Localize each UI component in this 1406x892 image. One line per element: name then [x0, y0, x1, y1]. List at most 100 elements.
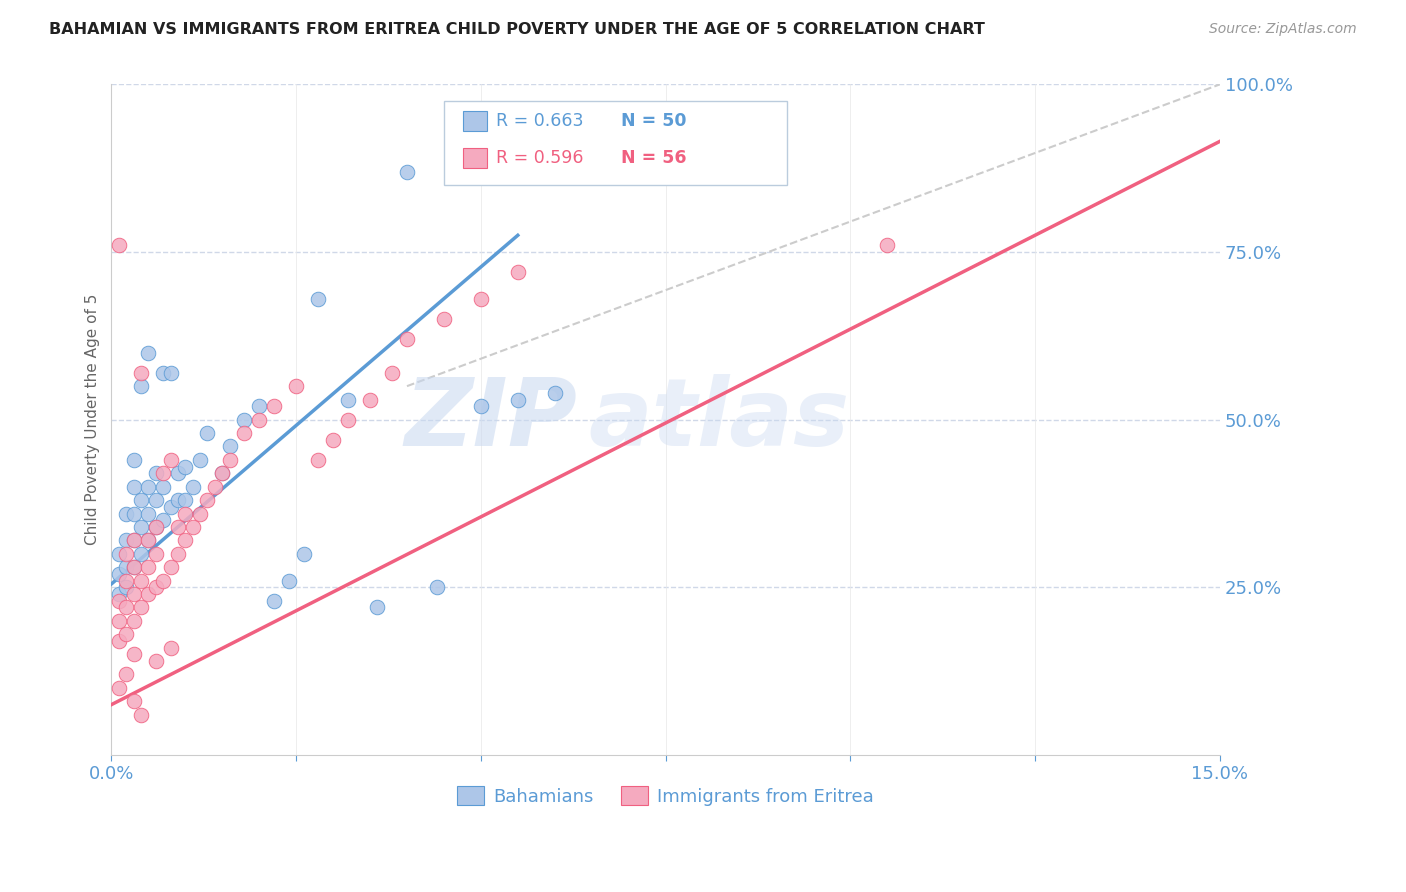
Point: [366, 600, 388, 615]
Point: [107, 614, 129, 628]
Point: [233, 426, 256, 441]
Point: [159, 560, 181, 574]
Point: [395, 332, 418, 346]
Point: [167, 520, 190, 534]
Point: [115, 547, 138, 561]
Point: [247, 399, 270, 413]
Point: [167, 547, 190, 561]
Text: Source: ZipAtlas.com: Source: ZipAtlas.com: [1209, 22, 1357, 37]
Point: [152, 480, 174, 494]
Point: [876, 238, 898, 252]
Point: [107, 238, 129, 252]
Point: [115, 533, 138, 548]
Point: [174, 507, 197, 521]
Point: [381, 366, 404, 380]
Point: [359, 392, 381, 407]
Point: [263, 399, 285, 413]
Text: R = 0.596: R = 0.596: [496, 149, 583, 167]
FancyBboxPatch shape: [463, 111, 486, 131]
Point: [395, 164, 418, 178]
Point: [129, 574, 152, 588]
FancyBboxPatch shape: [463, 148, 486, 168]
Point: [285, 379, 308, 393]
Point: [152, 467, 174, 481]
Point: [181, 520, 204, 534]
Point: [174, 459, 197, 474]
Point: [129, 707, 152, 722]
Point: [107, 547, 129, 561]
Point: [107, 566, 129, 581]
Point: [307, 292, 329, 306]
Point: [138, 587, 160, 601]
Point: [129, 379, 152, 393]
Point: [188, 507, 211, 521]
Point: [115, 667, 138, 681]
Point: [145, 654, 167, 668]
Point: [159, 500, 181, 514]
Point: [138, 560, 160, 574]
Point: [115, 574, 138, 588]
Point: [145, 493, 167, 508]
Point: [129, 600, 152, 615]
Point: [122, 587, 145, 601]
Point: [188, 453, 211, 467]
Point: [115, 560, 138, 574]
Point: [433, 312, 456, 326]
Point: [145, 580, 167, 594]
Text: BAHAMIAN VS IMMIGRANTS FROM ERITREA CHILD POVERTY UNDER THE AGE OF 5 CORRELATION: BAHAMIAN VS IMMIGRANTS FROM ERITREA CHIL…: [49, 22, 986, 37]
Point: [470, 399, 492, 413]
Point: [159, 640, 181, 655]
Point: [152, 366, 174, 380]
Point: [122, 480, 145, 494]
Point: [122, 507, 145, 521]
Point: [122, 560, 145, 574]
Text: R = 0.663: R = 0.663: [496, 112, 583, 130]
Point: [159, 453, 181, 467]
Point: [167, 493, 190, 508]
Point: [129, 493, 152, 508]
Point: [115, 580, 138, 594]
Point: [152, 513, 174, 527]
Point: [122, 453, 145, 467]
Point: [204, 480, 226, 494]
Point: [122, 560, 145, 574]
Text: N = 56: N = 56: [621, 149, 686, 167]
Point: [174, 533, 197, 548]
Point: [145, 547, 167, 561]
Point: [107, 634, 129, 648]
Point: [138, 507, 160, 521]
Point: [129, 366, 152, 380]
Point: [159, 366, 181, 380]
Point: [167, 467, 190, 481]
Point: [263, 593, 285, 607]
Point: [174, 493, 197, 508]
Point: [122, 694, 145, 708]
Point: [506, 392, 529, 407]
Point: [307, 453, 329, 467]
Text: N = 50: N = 50: [621, 112, 686, 130]
Point: [107, 681, 129, 695]
Point: [292, 547, 315, 561]
Point: [138, 533, 160, 548]
Point: [197, 493, 219, 508]
Point: [122, 648, 145, 662]
Point: [211, 467, 233, 481]
Point: [107, 593, 129, 607]
Point: [115, 507, 138, 521]
Point: [211, 467, 233, 481]
Point: [218, 453, 240, 467]
Point: [129, 547, 152, 561]
Point: [218, 440, 240, 454]
Point: [544, 385, 567, 400]
Y-axis label: Child Poverty Under the Age of 5: Child Poverty Under the Age of 5: [86, 294, 100, 545]
Point: [145, 520, 167, 534]
Point: [122, 533, 145, 548]
Point: [107, 587, 129, 601]
Point: [247, 412, 270, 426]
FancyBboxPatch shape: [444, 101, 787, 185]
Text: ZIP: ZIP: [404, 374, 576, 466]
Point: [470, 292, 492, 306]
Point: [129, 520, 152, 534]
Point: [336, 392, 359, 407]
Point: [138, 533, 160, 548]
